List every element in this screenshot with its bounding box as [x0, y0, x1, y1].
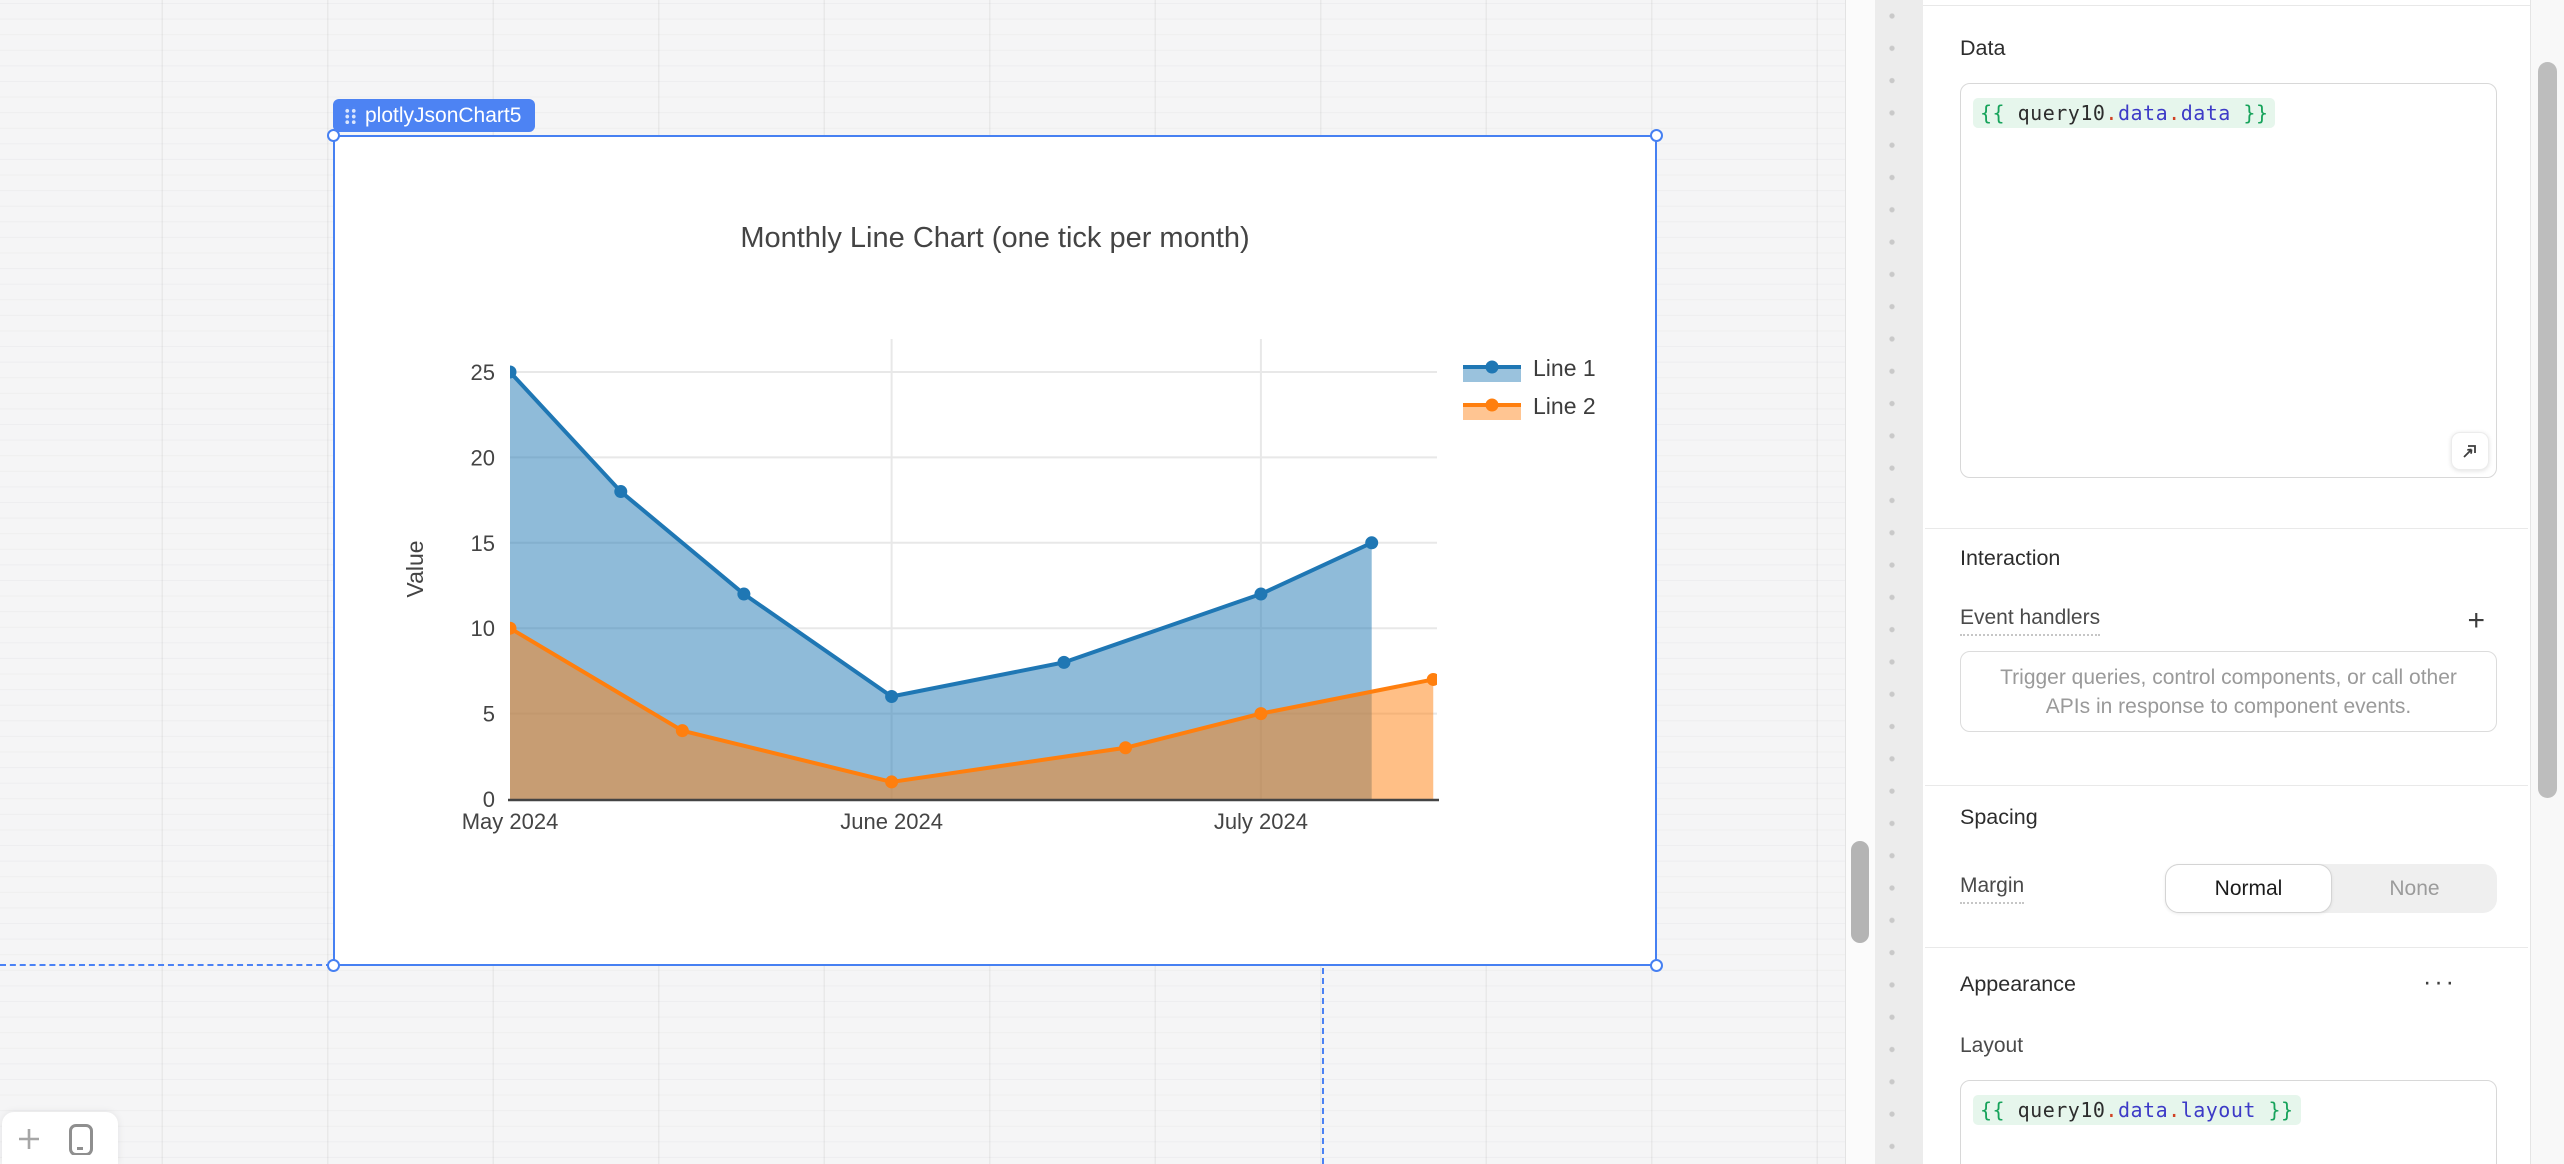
panel-scrollbar-track — [2530, 0, 2564, 1164]
margin-option-none[interactable]: None — [2389, 876, 2440, 900]
layout-label: Layout — [1960, 1034, 2024, 1057]
canvas-zoom-toolbar[interactable] — [2, 1112, 118, 1164]
event-handlers-empty-state[interactable]: Trigger queries, control components, or … — [1960, 651, 2497, 732]
panel-scrollbar-thumb[interactable] — [2538, 62, 2557, 798]
svg-text:10: 10 — [471, 616, 495, 641]
section-heading-spacing: Spacing — [1960, 805, 2038, 829]
section-divider — [1925, 785, 2528, 786]
section-divider — [1925, 528, 2528, 529]
appearance-menu-button[interactable]: ··· — [2423, 968, 2457, 996]
canvas-scrollbar-track — [1845, 0, 1875, 1164]
section-heading-data: Data — [1960, 36, 2006, 60]
resize-handle-top-left[interactable] — [327, 129, 340, 142]
svg-text:May 2024: May 2024 — [462, 809, 559, 834]
inspector-panel: Data {{ query10.data.data }} Interaction… — [1923, 0, 2530, 1164]
event-handlers-label: Event handlers — [1960, 606, 2101, 636]
component-name-tag[interactable]: plotlyJsonChart5 — [333, 99, 536, 132]
layout-binding-expression[interactable]: {{ query10.data.layout }} — [1973, 1095, 2301, 1125]
add-event-handler-button[interactable]: + — [2467, 604, 2485, 637]
resize-handle-top-right[interactable] — [1650, 129, 1663, 142]
svg-text:July 2024: July 2024 — [1214, 809, 1308, 834]
svg-text:June 2024: June 2024 — [840, 809, 943, 834]
svg-text:Line 1: Line 1 — [1533, 355, 1596, 381]
line-chart[interactable]: Monthly Line Chart (one tick per month) 0… — [335, 137, 1655, 964]
svg-text:15: 15 — [471, 531, 495, 556]
resize-handle-bottom-left[interactable] — [327, 959, 340, 972]
margin-option-normal[interactable]: Normal — [2165, 864, 2332, 913]
drag-handle-icon[interactable] — [343, 107, 356, 124]
data-binding-expression[interactable]: {{ query10.data.data }} — [1973, 98, 2276, 128]
app-canvas[interactable]: plotlyJsonChart5 Monthly Line Chart (one… — [0, 0, 1845, 1164]
component-name: plotlyJsonChart5 — [365, 103, 522, 127]
svg-text:5: 5 — [483, 702, 495, 727]
panel-top-divider — [1923, 5, 2530, 6]
section-divider — [1925, 947, 2528, 948]
svg-text:Value: Value — [402, 540, 428, 597]
svg-text:0: 0 — [483, 787, 495, 812]
layout-code-editor[interactable]: {{ query10.data.layout }} — [1960, 1080, 2497, 1164]
plus-icon — [19, 1129, 39, 1149]
open-popout-icon — [2463, 445, 2476, 458]
phone-icon — [69, 1124, 93, 1155]
margin-segmented-control: Normal None — [2165, 864, 2497, 913]
svg-text:Line 2: Line 2 — [1533, 393, 1596, 419]
resize-handle-bottom-right[interactable] — [1650, 959, 1663, 972]
expand-editor-button[interactable] — [2451, 432, 2489, 470]
margin-label: Margin — [1960, 874, 2025, 904]
data-code-editor[interactable]: {{ query10.data.data }} — [1960, 83, 2497, 478]
canvas-scrollbar-thumb[interactable] — [1851, 841, 1869, 943]
svg-text:Monthly Line Chart (one tick p: Monthly Line Chart (one tick per month) — [740, 222, 1249, 254]
add-component-button[interactable] — [14, 1124, 44, 1154]
panel-resize-strip[interactable] — [1875, 0, 1923, 1164]
section-heading-appearance: Appearance — [1960, 972, 2076, 996]
alignment-guide-horizontal — [0, 964, 332, 966]
mobile-preview-button[interactable] — [66, 1124, 96, 1155]
section-heading-interaction: Interaction — [1960, 546, 2061, 570]
plotly-chart-component[interactable]: Monthly Line Chart (one tick per month) 0… — [333, 135, 1657, 966]
svg-text:20: 20 — [471, 445, 495, 470]
alignment-guide-vertical — [1322, 968, 1324, 1164]
svg-text:25: 25 — [471, 360, 495, 385]
